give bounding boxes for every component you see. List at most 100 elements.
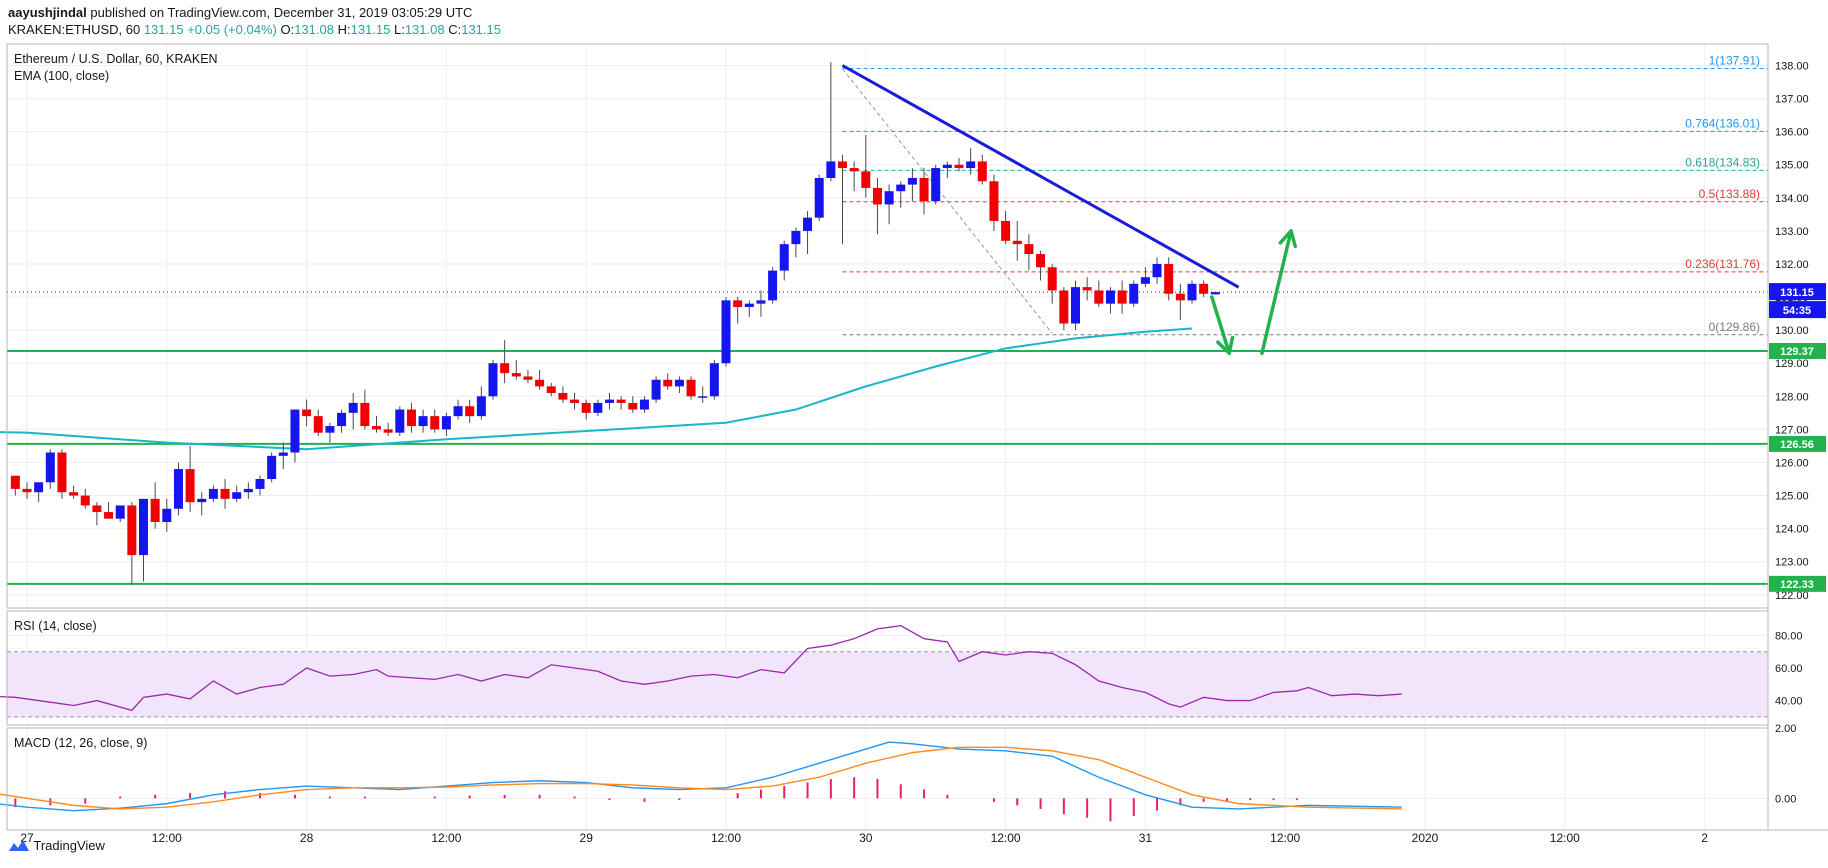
candle-down	[10, 475, 20, 489]
candle-down	[511, 373, 521, 377]
candle-up	[115, 505, 125, 519]
candle-down	[663, 379, 673, 387]
y-tick-label: 132.00	[1775, 259, 1809, 271]
candle-up	[756, 300, 766, 304]
open-label: O:	[280, 22, 295, 37]
current-price-tag	[1769, 283, 1826, 301]
rsi-tick-label: 80.00	[1775, 630, 1803, 642]
candle-up	[488, 363, 498, 397]
annotation-lines: 1(137.91) 0.764(136.01) 0.618(134.83) 0.5(1…	[7, 53, 1768, 585]
candle-down	[1199, 283, 1209, 294]
author-name[interactable]: aayushjindal	[8, 5, 87, 20]
candle-down	[977, 161, 987, 182]
candle-down	[1036, 254, 1046, 268]
macd-line	[0, 741, 1402, 812]
candle-up	[243, 488, 253, 493]
support-price-label: 129.37	[1780, 346, 1814, 358]
current-price-label: 131.15	[1780, 287, 1814, 299]
candle-up	[1152, 263, 1162, 278]
candle-up	[791, 230, 801, 245]
ema-layer	[0, 327, 1193, 451]
candle-down	[1024, 244, 1034, 255]
candle-down	[313, 416, 323, 433]
published-text: published on TradingView.com, December 3…	[90, 5, 473, 20]
candle-up	[348, 402, 358, 413]
candle-up	[232, 492, 242, 499]
candle-up	[173, 469, 183, 509]
candle-down	[1094, 290, 1104, 304]
candle-up	[139, 498, 148, 556]
candle-down	[1001, 220, 1011, 241]
candle-up	[162, 508, 172, 522]
candle-up	[651, 379, 661, 400]
candle-down	[430, 416, 440, 430]
rsi-tick-label: 60.00	[1775, 663, 1803, 675]
axes: 27 12:00 28 12:00 29 12:00 30 12:00 31 12:00 2020 1…	[20, 61, 1826, 845]
fib-level-label: 0.5(133.88)	[1699, 187, 1760, 201]
fib-level-label: 1(137.91)	[1709, 53, 1760, 67]
low-value: 131.08	[404, 22, 445, 37]
candle-up	[1105, 290, 1115, 304]
candle-up	[1071, 287, 1080, 324]
candle-down	[1117, 290, 1127, 304]
x-tick-label: 28	[300, 831, 314, 845]
macd-tick-label: 0.00	[1775, 793, 1796, 805]
publish-line: aayushjindal published on TradingView.co…	[8, 4, 501, 21]
candle-down	[1059, 290, 1069, 324]
main-chart-title: Ethereum / U.S. Dollar, 60, KRAKEN	[14, 52, 218, 66]
candle-down	[1175, 293, 1185, 301]
macd-indicator-label: MACD (12, 26, close, 9)	[14, 736, 147, 750]
tradingview-logo-icon	[9, 840, 29, 851]
bearish-trendline	[841, 64, 1240, 289]
x-tick-label: 12:00	[431, 831, 461, 845]
candle-up	[744, 303, 754, 307]
drawings[interactable]	[841, 64, 1297, 356]
candle-up	[639, 399, 649, 410]
candle-up	[441, 416, 451, 430]
support-price-tag	[1769, 342, 1826, 359]
fib-level-label: 0.618(134.83)	[1685, 155, 1760, 169]
candle-up	[768, 270, 778, 301]
candle-up	[476, 396, 486, 417]
ema-100-line	[0, 327, 1193, 451]
candle-up	[698, 396, 708, 398]
candle-down	[686, 379, 696, 397]
candle-down	[57, 452, 67, 493]
candle-up	[290, 409, 300, 453]
candle-down	[372, 426, 381, 430]
y-tick-label: 125.00	[1775, 491, 1809, 503]
candle-down	[558, 392, 568, 400]
candle-down	[150, 498, 160, 522]
candle-up	[278, 452, 288, 456]
x-tick-label: 12:00	[152, 831, 182, 845]
candle-up	[721, 300, 731, 364]
y-tick-label: 130.00	[1775, 325, 1809, 337]
candles[interactable]	[10, 62, 1220, 585]
y-tick-label: 127.00	[1775, 424, 1809, 436]
x-tick-label: 12:00	[991, 831, 1021, 845]
candle-down	[1012, 240, 1022, 245]
candle-up	[255, 478, 265, 489]
tradingview-logo[interactable]: TradingView	[8, 838, 105, 853]
candle-down	[104, 512, 114, 519]
candle-up	[884, 191, 894, 205]
candle-up	[197, 498, 207, 503]
candle-up	[826, 161, 836, 178]
candle-up	[966, 161, 976, 169]
candle-down	[989, 181, 999, 221]
candle-up	[1210, 292, 1220, 295]
last-price: 131.15	[143, 22, 184, 37]
candle-down	[872, 187, 882, 205]
rsi-indicator-label: RSI (14, close)	[14, 619, 97, 633]
candle-up	[593, 402, 603, 413]
rsi-line	[0, 624, 1402, 712]
candle-down	[383, 429, 393, 433]
y-tick-label: 136.00	[1775, 127, 1809, 139]
candle-up	[896, 184, 906, 192]
rsi-tick-label: 40.00	[1775, 696, 1803, 708]
support-price-label: 126.56	[1780, 439, 1814, 451]
candle-up	[1140, 277, 1150, 284]
fib-level-label: 0.236(131.76)	[1685, 257, 1760, 271]
candle-down	[535, 379, 545, 387]
